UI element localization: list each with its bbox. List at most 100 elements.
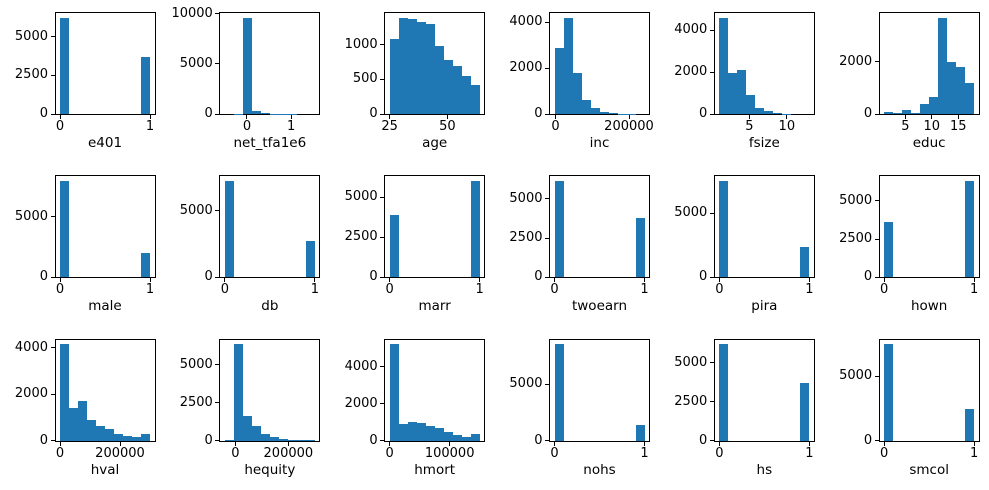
histogram-bar	[416, 423, 426, 441]
y-tick-mark	[545, 113, 549, 115]
x-tick-mark	[479, 278, 481, 283]
y-tick-label: 0	[39, 106, 48, 121]
x-axis-label: smcol	[909, 461, 949, 478]
x-axis-label: pira	[751, 298, 778, 315]
y-tick-mark	[215, 276, 220, 278]
histogram-bar	[434, 428, 444, 441]
histogram-bar	[965, 409, 975, 441]
y-tick-label: 5000	[674, 205, 708, 221]
x-tick-mark	[59, 441, 61, 446]
y-tick-mark	[709, 276, 714, 278]
x-tick-mark	[246, 115, 248, 119]
histogram-bar	[105, 429, 114, 441]
y-tick-mark	[545, 21, 549, 23]
x-tick-label: 0	[242, 119, 252, 134]
histogram-bar	[425, 24, 435, 114]
y-tick-mark	[215, 210, 220, 212]
y-tick-mark	[50, 74, 55, 76]
y-tick-mark	[50, 36, 55, 38]
y-tick-label: 2500	[14, 67, 48, 83]
histogram-bar	[965, 181, 975, 278]
histogram-bar	[470, 433, 480, 441]
histogram-bar	[305, 241, 315, 278]
x-tick-mark	[973, 441, 975, 446]
plot-area-twoearn	[545, 175, 650, 283]
x-axis-label: hmort	[414, 461, 456, 478]
plot-area-fsize	[709, 12, 815, 119]
y-tick-mark	[380, 78, 385, 80]
y-tick-label: 0	[863, 106, 873, 121]
x-tick-label: 0	[550, 445, 559, 461]
y-tick-mark	[709, 362, 714, 364]
y-tick-mark	[545, 383, 549, 385]
y-tick-label: 0	[534, 432, 543, 448]
x-tick-mark	[628, 115, 630, 119]
histogram-bar	[920, 104, 930, 114]
y-tick-mark	[545, 237, 549, 239]
histogram-bar	[69, 408, 78, 441]
y-tick-label: 0	[369, 106, 378, 121]
y-tick-label: 0	[699, 106, 708, 121]
x-tick-label: 0	[55, 445, 65, 461]
subplot-fsize: 0 2000 4000 5 10 fsize	[659, 0, 824, 163]
x-axis-label: hequity	[244, 461, 296, 478]
histogram-bar	[470, 85, 480, 114]
y-tick-mark	[709, 401, 714, 403]
x-tick-mark	[119, 441, 121, 446]
y-tick-mark	[709, 71, 714, 73]
histogram-bar	[87, 420, 96, 441]
histogram-bar	[572, 72, 582, 114]
x-axis-label: twoearn	[571, 298, 628, 315]
y-tick-label: 0	[204, 106, 213, 121]
histogram-bar	[389, 38, 399, 114]
y-tick-mark	[545, 440, 549, 442]
y-tick-label: 0	[204, 432, 213, 448]
histogram-bar	[773, 113, 783, 114]
plot-area-male	[50, 175, 156, 283]
histogram-bar	[800, 246, 810, 278]
plot-area-hmort	[380, 338, 486, 446]
x-tick-label: 100000	[424, 445, 475, 461]
x-tick-mark	[149, 115, 151, 119]
y-tick-label: 0	[39, 432, 48, 448]
subplot-educ: 0 2000 5 10 15 educ	[824, 0, 989, 163]
x-tick-label: 1	[805, 445, 814, 461]
subplot-hown: 0 2500 5000 0 1 hown	[824, 163, 989, 326]
histogram-bar	[728, 73, 738, 114]
x-axis-label: marr	[418, 298, 451, 315]
y-tick-label: 2000	[674, 64, 708, 80]
y-tick-mark	[50, 113, 55, 115]
x-tick-mark	[718, 441, 720, 446]
y-tick-label: 5000	[509, 190, 543, 206]
x-tick-label: 1	[805, 282, 814, 298]
subplot-hequity: 0 2500 5000 0 200000 hequity	[165, 327, 330, 490]
histogram-bar	[884, 222, 894, 278]
histogram-bar	[902, 109, 912, 114]
plot-area-pira	[709, 175, 815, 283]
x-tick-mark	[389, 278, 391, 283]
y-tick-label: 5000	[179, 55, 213, 71]
x-tick-mark	[786, 115, 788, 119]
y-tick-mark	[874, 440, 879, 442]
histogram-bar	[60, 181, 69, 278]
y-tick-mark	[709, 212, 714, 214]
histogram-bar	[398, 424, 408, 441]
histogram-bar	[599, 111, 609, 114]
histogram-bar	[590, 108, 600, 114]
x-tick-label: 0	[385, 282, 394, 298]
plot-area-e401	[50, 12, 156, 119]
histogram-bar	[884, 111, 894, 114]
y-tick-mark	[50, 216, 55, 218]
x-tick-mark	[446, 115, 448, 119]
y-tick-mark	[215, 13, 220, 15]
histogram-bar	[800, 382, 810, 441]
histogram-bar	[398, 17, 408, 114]
plot-area-inc	[545, 12, 650, 119]
x-tick-label: 0	[880, 445, 889, 461]
x-tick-label: 1	[640, 445, 649, 461]
x-axis-label: nohs	[583, 461, 616, 478]
x-tick-label: 0	[55, 119, 65, 134]
y-tick-mark	[215, 440, 220, 442]
histogram-bar	[141, 253, 150, 278]
x-tick-label: 10	[778, 119, 796, 134]
